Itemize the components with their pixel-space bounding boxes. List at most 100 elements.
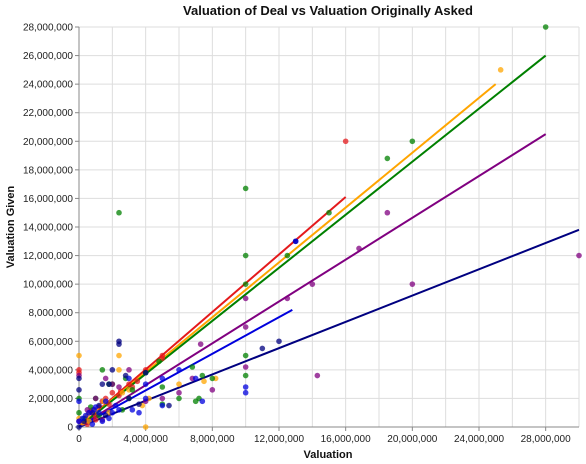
data-point <box>284 252 291 259</box>
data-point <box>116 209 122 216</box>
data-point <box>242 384 249 390</box>
y-tick-label: 12,000,000 <box>23 251 73 262</box>
data-point <box>356 245 362 252</box>
data-point <box>199 372 206 379</box>
data-point <box>142 369 149 376</box>
x-tick-label: 24,000,000 <box>454 434 504 445</box>
data-point <box>109 389 116 396</box>
data-point <box>142 424 149 430</box>
data-point <box>102 398 109 405</box>
data-point <box>109 409 116 416</box>
chart-title: Valuation of Deal vs Valuation Originall… <box>183 3 473 18</box>
data-point <box>156 358 162 365</box>
data-point <box>116 341 122 347</box>
data-point <box>106 381 112 387</box>
data-point <box>99 367 106 373</box>
data-point <box>112 402 119 409</box>
data-point <box>176 381 182 387</box>
data-point <box>292 238 299 245</box>
data-point <box>159 375 166 382</box>
y-tick-label: 14,000,000 <box>23 223 73 234</box>
data-point <box>242 295 249 302</box>
x-tick-label: 28,000,000 <box>521 434 571 445</box>
data-point <box>102 375 109 382</box>
x-tick-label: 16,000,000 <box>321 434 371 445</box>
data-point <box>384 155 391 162</box>
y-tick-label: 18,000,000 <box>23 165 73 176</box>
y-tick-label: 26,000,000 <box>23 51 73 62</box>
data-point <box>86 409 92 416</box>
y-tick-label: 10,000,000 <box>23 280 73 291</box>
data-point <box>209 375 216 382</box>
data-point <box>326 209 332 216</box>
x-tick-label: 0 <box>76 434 82 445</box>
y-axis-title: Valuation Given <box>5 185 17 268</box>
data-point <box>119 389 126 396</box>
data-point <box>284 295 291 302</box>
data-point <box>209 387 216 393</box>
data-point <box>242 364 249 370</box>
trend-line <box>78 54 547 428</box>
data-point <box>259 345 266 352</box>
data-point <box>189 364 196 370</box>
y-tick-label: 8,000,000 <box>29 308 74 319</box>
trend-line <box>78 228 580 428</box>
data-point <box>576 252 582 259</box>
data-point <box>159 395 166 402</box>
trend-lines <box>78 54 580 428</box>
data-point <box>497 67 504 73</box>
data-point <box>199 398 206 405</box>
data-point <box>159 384 166 390</box>
data-point <box>136 409 142 416</box>
data-point <box>92 417 99 423</box>
data-point <box>314 372 321 379</box>
data-point <box>116 407 122 413</box>
data-point <box>109 367 116 373</box>
data-point <box>136 401 142 407</box>
data-point <box>276 338 282 345</box>
data-point <box>76 375 82 382</box>
data-point <box>126 367 132 373</box>
data-point <box>106 415 112 422</box>
data-points <box>76 24 582 430</box>
data-point <box>242 185 249 192</box>
x-tick-label: 8,000,000 <box>190 434 235 445</box>
x-tick-label: 4,000,000 <box>123 434 168 445</box>
data-point <box>342 138 349 145</box>
data-point <box>176 395 182 402</box>
y-tick-label: 2,000,000 <box>29 394 74 405</box>
data-point <box>142 381 149 387</box>
y-tick-label: 4,000,000 <box>29 365 74 376</box>
data-point <box>142 395 149 402</box>
data-point <box>116 352 122 359</box>
y-tick-label: 24,000,000 <box>23 80 73 91</box>
data-point <box>197 341 204 347</box>
data-point <box>96 409 102 416</box>
data-point <box>242 352 249 359</box>
x-tick-label: 20,000,000 <box>387 434 437 445</box>
data-point <box>126 375 132 382</box>
data-point <box>176 367 182 373</box>
grid-lines <box>78 26 580 428</box>
data-point <box>126 395 132 402</box>
data-point <box>176 389 182 396</box>
data-point <box>89 421 96 427</box>
data-point <box>92 404 99 410</box>
trend-line <box>78 133 547 428</box>
data-point <box>159 402 166 409</box>
data-point <box>76 398 82 405</box>
y-tick-label: 0 <box>67 423 73 434</box>
data-point <box>384 209 391 216</box>
data-point <box>242 281 249 287</box>
data-point <box>409 138 416 145</box>
data-point <box>129 387 136 393</box>
data-point <box>76 387 82 393</box>
y-tick-label: 16,000,000 <box>23 194 73 205</box>
y-tick-label: 6,000,000 <box>29 337 74 348</box>
trend-line <box>78 196 347 428</box>
data-point <box>99 418 106 425</box>
data-point <box>201 378 207 385</box>
y-tick-label: 22,000,000 <box>23 108 73 119</box>
data-point <box>242 252 249 259</box>
